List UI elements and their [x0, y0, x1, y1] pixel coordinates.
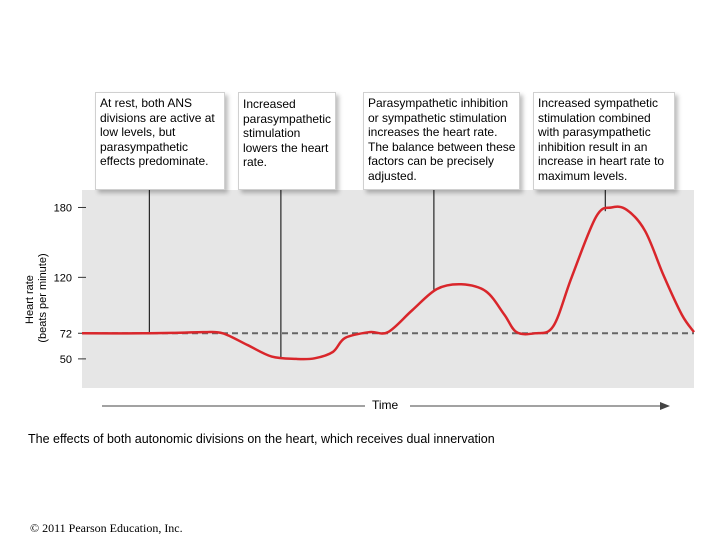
y-axis-title-line1: Heart rate — [24, 275, 36, 324]
x-axis-label: Time — [372, 398, 399, 412]
y-axis-title-line2: (beats per minute) — [37, 253, 49, 342]
y-tick-label-180: 180 — [54, 202, 72, 214]
callout-balance-text: Parasympathetic inhibition or sympatheti… — [368, 96, 516, 183]
callout-resting-text: At rest, both ANS divisions are active a… — [100, 96, 215, 168]
callout-sympathetic: Increased sympathetic stimulation combin… — [533, 92, 675, 190]
figure-caption: The effects of both autonomic divisions … — [28, 432, 495, 446]
y-tick-label-72: 72 — [60, 328, 72, 340]
heart-rate-curve — [81, 205, 696, 361]
callout-parasympathetic: Increased parasympathetic stimulation lo… — [238, 92, 336, 190]
y-tick-label-50: 50 — [60, 354, 72, 366]
y-axis-title: Heart rate (beats per minute) — [24, 253, 49, 342]
y-tick-label-120: 120 — [54, 272, 72, 284]
copyright: © 2011 Pearson Education, Inc. — [30, 521, 183, 535]
time-arrowhead — [660, 402, 670, 410]
callout-balance: Parasympathetic inhibition or sympatheti… — [363, 92, 520, 190]
callout-sympathetic-text: Increased sympathetic stimulation combin… — [538, 96, 665, 183]
callout-resting: At rest, both ANS divisions are active a… — [95, 92, 225, 190]
callout-parasympathetic-text: Increased parasympathetic stimulation lo… — [243, 97, 332, 169]
